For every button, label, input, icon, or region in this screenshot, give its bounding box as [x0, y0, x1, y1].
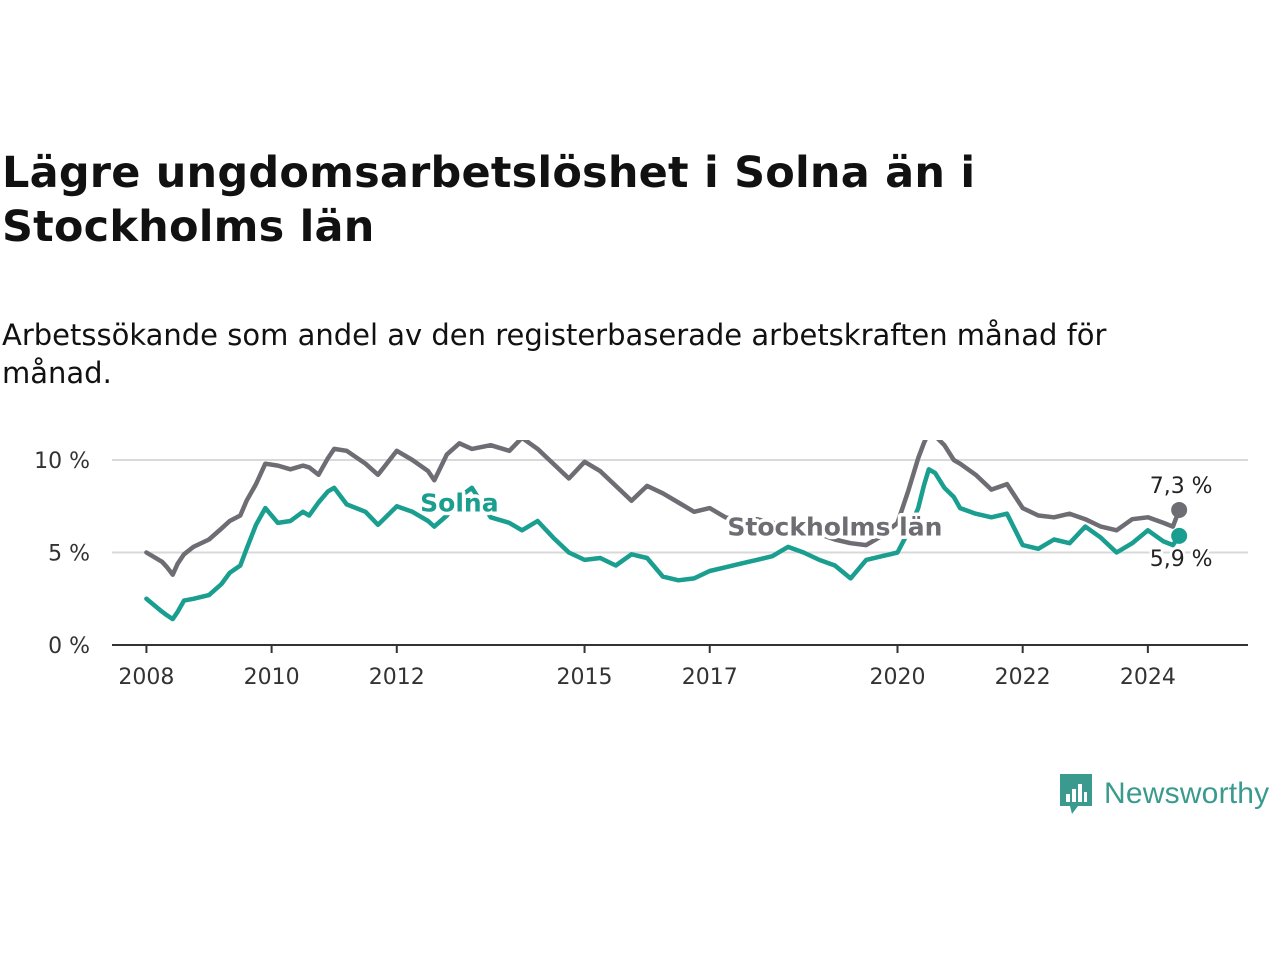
- end-point-stockholms-län: [1171, 501, 1188, 518]
- x-tick-label: 2012: [369, 665, 425, 690]
- x-tick-label: 2015: [557, 665, 613, 690]
- brand-name: Newsworthy: [1104, 777, 1270, 810]
- series-label-solna: Solna: [420, 489, 498, 518]
- series-line-stockholms-län: [144, 440, 1182, 577]
- end-value-label: 5,9 %: [1150, 547, 1213, 572]
- brand-logo[interactable]: Newsworthy: [1058, 772, 1269, 816]
- x-tick-label: 2008: [118, 665, 174, 690]
- newsworthy-logo-icon: [1060, 774, 1092, 814]
- end-value-label: 7,3 %: [1150, 474, 1213, 499]
- series-line-solna: [144, 467, 1182, 622]
- y-tick-label: 10 %: [34, 449, 90, 474]
- x-tick-label: 2017: [682, 665, 738, 690]
- y-tick-label: 5 %: [48, 542, 90, 567]
- y-tick-label: 0 %: [48, 634, 90, 659]
- end-point-solna: [1171, 527, 1188, 544]
- chart-subtitle: Arbetssökande som andel av den registerb…: [2, 318, 1107, 390]
- x-tick-label: 2024: [1120, 665, 1176, 690]
- series-label-stockholms-län: Stockholms län: [727, 513, 942, 542]
- x-tick-label: 2020: [869, 665, 925, 690]
- page-title: Lägre ungdomsarbetslöshet i Solna än i S…: [2, 148, 976, 252]
- x-tick-label: 2022: [995, 665, 1051, 690]
- x-tick-label: 2010: [244, 665, 300, 690]
- line-chart: 0 % 5 % 10 % 2008 2010 2012 2015 2017 2020 2022 2…: [34, 440, 1248, 690]
